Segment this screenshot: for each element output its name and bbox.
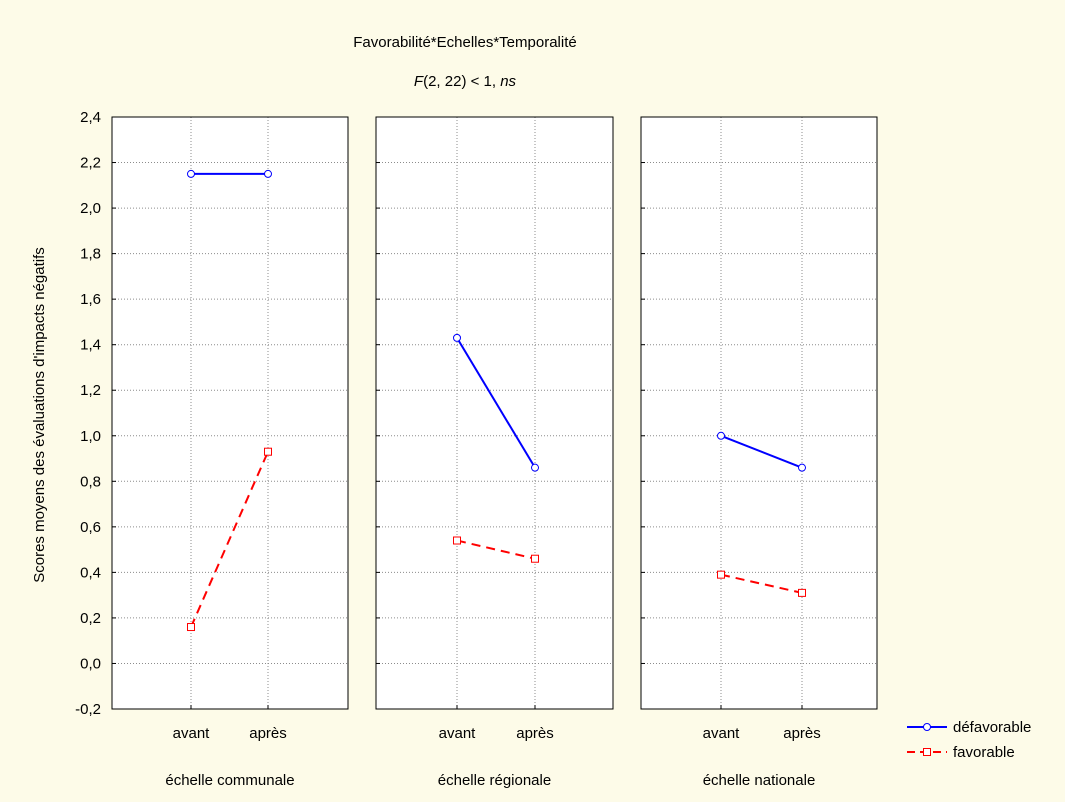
data-point-circle <box>264 169 272 178</box>
data-point-square <box>453 536 461 545</box>
panel-background <box>641 117 877 709</box>
legend-item: favorable <box>907 744 1015 761</box>
series-line-defavorable <box>456 337 536 469</box>
y-tick-label: 2,4 <box>80 109 101 126</box>
y-tick-label: 0,4 <box>80 564 101 581</box>
y-tick-label: 2,2 <box>80 155 101 172</box>
panel-background <box>376 117 613 709</box>
x-tick-label: après <box>516 725 554 742</box>
y-tick-label: 0,8 <box>80 473 101 490</box>
y-tick-label: 0,6 <box>80 519 101 536</box>
chart-title: Favorabilité*Echelles*Temporalité <box>353 34 576 51</box>
panel-2: avant après échelle régionale <box>375 116 614 789</box>
y-tick-label: 0,2 <box>80 610 101 627</box>
data-point-square <box>798 588 806 597</box>
panel-1: avant après échelle communale <box>111 116 349 789</box>
legend-item: défavorable <box>907 719 1031 736</box>
panel-label: échelle régionale <box>438 772 551 789</box>
data-point-circle <box>187 169 195 178</box>
legend-label: défavorable <box>953 719 1031 736</box>
subtitle-ns: ns <box>500 73 516 90</box>
subtitle-stat: (2, 22) < 1, <box>423 73 500 90</box>
data-point-circle <box>453 333 461 342</box>
x-tick-label: après <box>249 725 287 742</box>
legend-label: favorable <box>953 744 1015 761</box>
subtitle-f: F <box>414 73 424 90</box>
y-tick-label: 0,0 <box>80 655 101 672</box>
y-tick-label: -0,2 <box>75 701 101 718</box>
panel-label: échelle nationale <box>703 772 816 789</box>
y-axis-label: Scores moyens des évaluations d'impacts … <box>31 247 48 583</box>
y-tick-label: 1,2 <box>80 382 101 399</box>
y-tick-label: 1,8 <box>80 246 101 263</box>
legend: défavorable favorable <box>907 719 1031 761</box>
x-tick-label: avant <box>703 725 741 742</box>
data-point-circle <box>717 431 725 440</box>
data-point-circle <box>531 463 539 472</box>
chart-subtitle: F(2, 22) < 1, ns <box>414 73 517 90</box>
legend-marker <box>923 723 931 731</box>
panel-3: avant après échelle nationale <box>640 116 878 789</box>
data-point-square <box>531 554 539 563</box>
y-tick-label: 1,4 <box>80 337 101 354</box>
series-line-favorable <box>456 539 536 560</box>
y-tick-label: 1,0 <box>80 428 101 445</box>
y-tick-label: 1,6 <box>80 291 101 308</box>
panel-border <box>375 116 614 710</box>
panel-border <box>111 116 349 710</box>
series-line-favorable <box>190 451 269 628</box>
x-tick-label: avant <box>173 725 211 742</box>
data-point-square <box>187 623 195 632</box>
panel-background <box>112 117 348 709</box>
series-line-defavorable <box>720 434 803 469</box>
x-tick-label: après <box>783 725 821 742</box>
chart-title-group: Favorabilité*Echelles*Temporalité F(2, 2… <box>353 34 576 90</box>
y-tick-label: 2,0 <box>80 200 101 217</box>
panel-border <box>640 116 878 710</box>
legend-marker <box>923 748 931 756</box>
chart-panels: avant après échelle communale avant après éch… <box>111 116 878 789</box>
data-point-circle <box>798 463 806 472</box>
data-point-square <box>717 570 725 579</box>
x-tick-label: avant <box>439 725 477 742</box>
y-axis-ticks: 2,4 2,2 2,0 1,8 1,6 1,4 1,2 1,0 0,8 0,6 0,4 0,2 0,0 -… <box>75 109 101 718</box>
panel-label: échelle communale <box>165 772 294 789</box>
data-point-square <box>264 447 272 456</box>
